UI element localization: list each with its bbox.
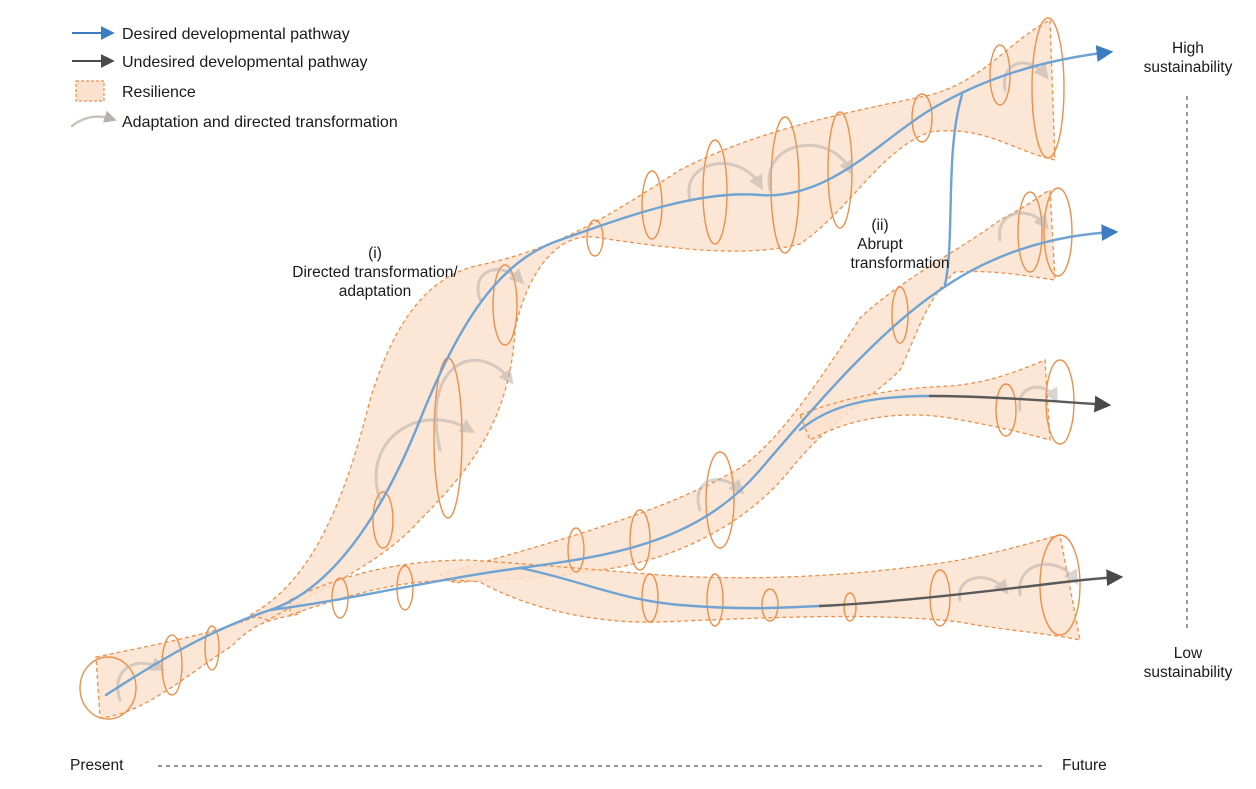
annotation-abrupt-transformation: (ii) Abrupt transformation <box>850 217 949 272</box>
annotation-line: adaptation <box>339 283 411 300</box>
legend-resilience: Resilience <box>75 80 196 102</box>
adaptation-swirl-icon <box>70 110 117 128</box>
legend-adaptation: Adaptation and directed transformation <box>70 110 398 131</box>
annotation-line: transformation <box>850 255 949 272</box>
ring <box>843 592 857 622</box>
ring <box>706 573 724 627</box>
ring <box>1031 17 1065 159</box>
swirls <box>116 61 1079 702</box>
ring <box>204 625 220 671</box>
resilience-envelopes <box>95 18 1081 719</box>
ring <box>641 170 663 240</box>
ring <box>995 383 1017 437</box>
legend-adaptation-label: Adaptation and directed transformation <box>122 114 398 131</box>
axis-end-label: Future <box>1062 757 1107 774</box>
legend-desired: Desired developmental pathway <box>72 26 350 43</box>
axis-bottom-label: sustainability <box>1144 664 1233 681</box>
legend-undesired-label: Undesired developmental pathway <box>122 54 367 71</box>
ring <box>702 139 728 245</box>
ring <box>761 588 779 622</box>
desired-pathway-side <box>798 394 932 432</box>
annotation-line: (ii) <box>871 217 888 234</box>
ring <box>989 44 1011 106</box>
annotation-directed-transformation: (i) Directed transformation/ adaptation <box>292 245 458 300</box>
adaptation-swirl-icon <box>998 211 1049 242</box>
legend-desired-label: Desired developmental pathway <box>122 26 350 43</box>
abrupt-transformation-pathway <box>943 93 964 287</box>
resilience-swatch-icon <box>75 80 105 102</box>
legend-undesired: Undesired developmental pathway <box>72 54 367 71</box>
desired-pathway-lower <box>518 566 822 610</box>
annotation-line: Abrupt <box>857 236 903 253</box>
axis-bottom-label: Low <box>1174 645 1203 662</box>
desired-pathway-middle <box>268 224 1119 612</box>
adaptation-swirl-icon <box>434 358 514 452</box>
ring <box>492 264 518 346</box>
sustainability-axis: High sustainability Low sustainability <box>1144 40 1233 681</box>
pathways <box>104 45 1124 697</box>
ring <box>372 491 394 549</box>
envelope-trunk <box>95 596 301 719</box>
ring <box>567 527 585 573</box>
envelope-upper-branch <box>248 18 1056 621</box>
adaptation-swirl-icon <box>374 418 476 502</box>
axis-top-label: sustainability <box>1144 59 1233 76</box>
ring <box>911 93 933 143</box>
adaptation-swirl-icon <box>687 162 763 202</box>
envelope-side-branch <box>799 359 1051 441</box>
adaptation-swirl-icon <box>1018 385 1058 412</box>
adaptation-swirl-icon <box>476 268 525 302</box>
envelope-lower-branch <box>289 534 1081 641</box>
adaptation-swirl-icon <box>767 143 853 192</box>
envelope-middle-branch <box>438 188 1056 584</box>
ring <box>641 573 659 623</box>
undesired-pathway-lower <box>818 569 1124 608</box>
ring <box>1017 191 1043 273</box>
annotation-line: (i) <box>368 245 382 262</box>
ring <box>770 116 800 254</box>
undesired-pathway-side <box>928 394 1112 413</box>
legend-resilience-label: Resilience <box>122 84 196 101</box>
axis-top-label: High <box>1172 40 1204 57</box>
time-axis: Present Future <box>70 757 1107 774</box>
axis-start-label: Present <box>70 757 124 774</box>
annotation-line: Directed transformation/ <box>292 264 458 281</box>
ring <box>705 451 735 549</box>
adaptation-swirl-icon <box>696 478 745 512</box>
ring <box>629 509 651 571</box>
ring <box>1043 187 1073 277</box>
ring <box>79 656 137 720</box>
adaptation-swirl-icon <box>1018 563 1079 597</box>
adaptation-swirl-icon <box>1003 61 1049 92</box>
legend: Desired developmental pathway Undesired … <box>70 26 398 131</box>
ring <box>586 219 604 257</box>
